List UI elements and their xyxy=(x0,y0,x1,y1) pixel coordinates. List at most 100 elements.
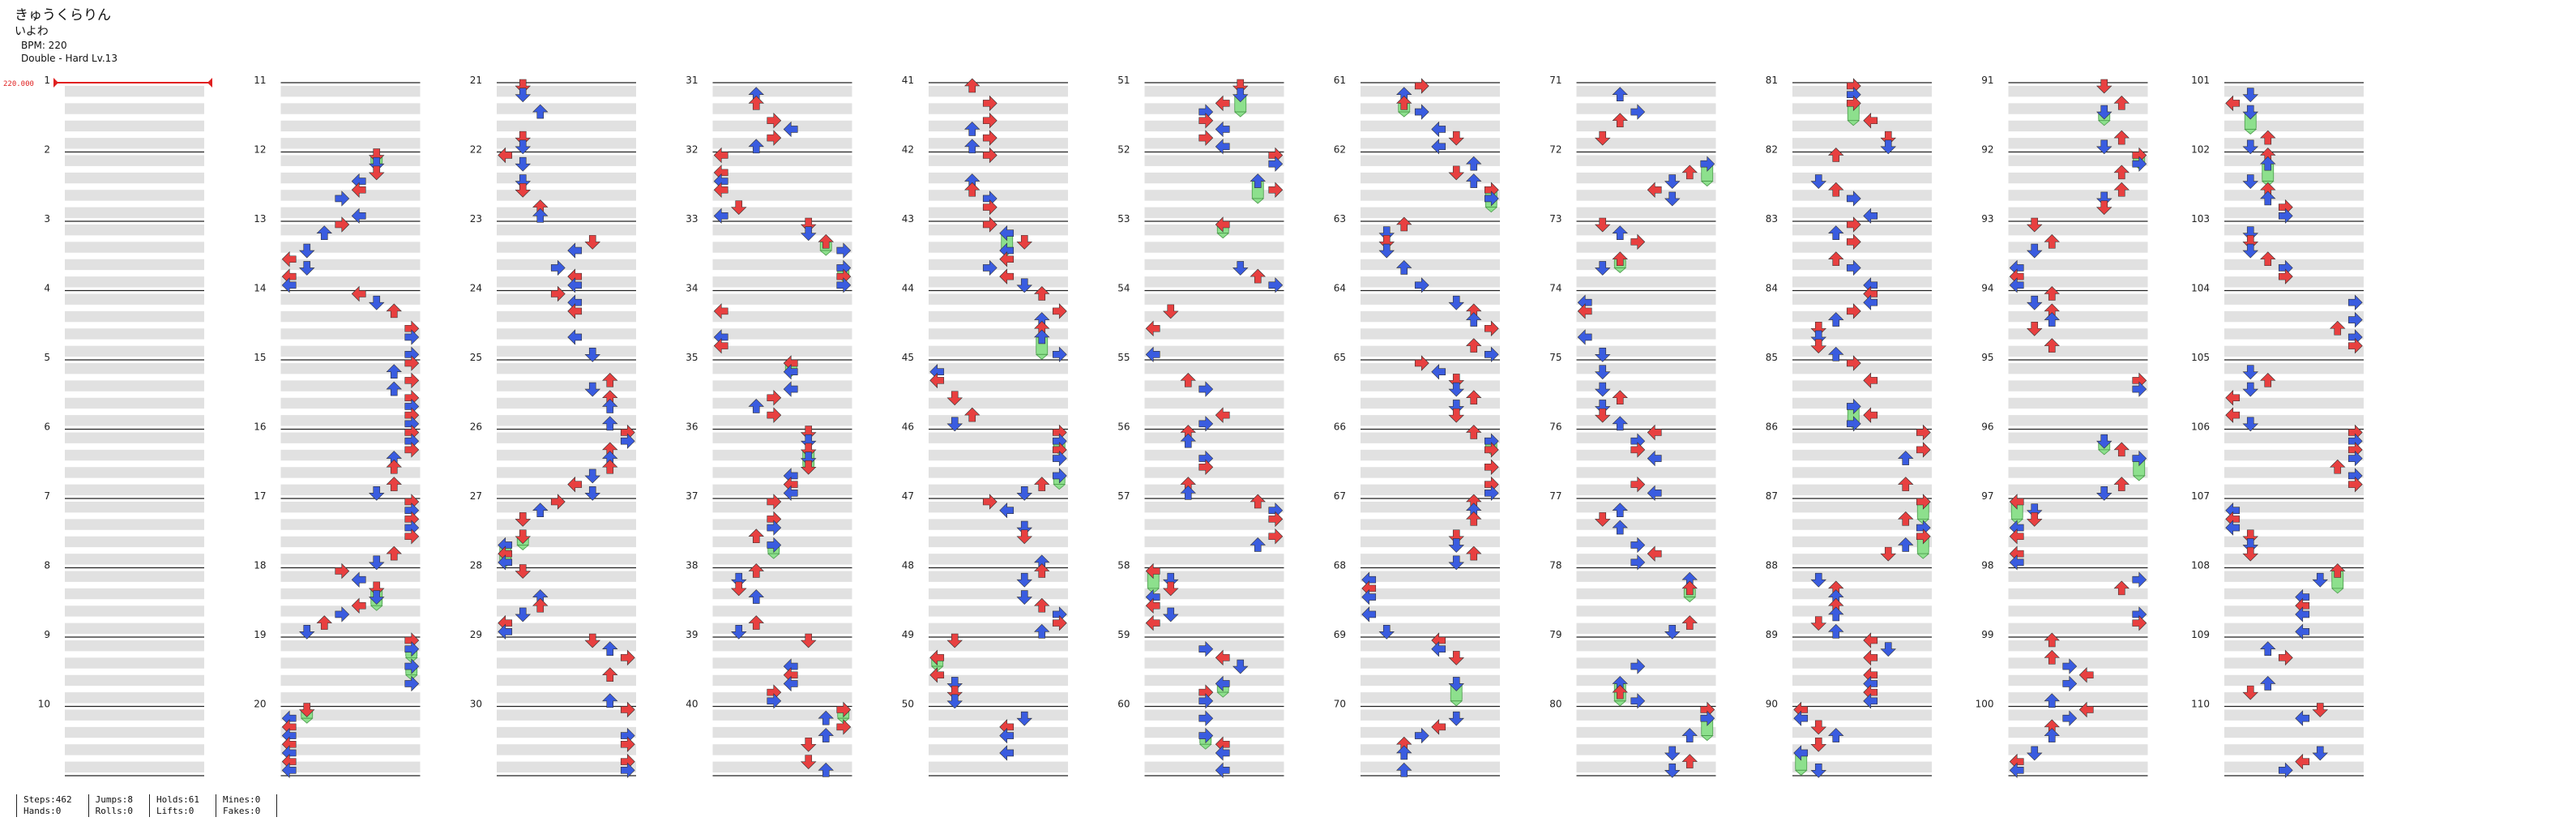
note-arrow xyxy=(2113,95,2130,110)
beat-band xyxy=(497,726,636,738)
note-arrow xyxy=(1016,572,1032,588)
beat-band xyxy=(65,536,204,548)
note-arrow xyxy=(1612,390,1628,405)
beat-band xyxy=(1792,103,1932,114)
beat-band xyxy=(1144,225,1284,236)
measure-block xyxy=(929,359,1068,426)
note-arrow xyxy=(1810,339,1826,354)
measure-block xyxy=(712,567,852,634)
beat-band xyxy=(1792,207,1932,218)
note-arrow xyxy=(1215,95,1230,112)
measure-block xyxy=(1792,289,1932,357)
note-arrow xyxy=(515,139,531,155)
note-arrow xyxy=(1448,677,1464,691)
beat-band xyxy=(2224,103,2364,114)
measure-label: 43 xyxy=(902,213,914,225)
measure-label: 57 xyxy=(1117,490,1130,502)
beat-band xyxy=(1144,86,1284,97)
beat-band xyxy=(65,276,204,288)
note-arrow xyxy=(2044,338,2060,353)
note-arrow xyxy=(1034,286,1050,301)
note-arrow xyxy=(2096,191,2112,207)
beat-band xyxy=(2224,726,2364,738)
note-arrow xyxy=(1215,745,1230,761)
beat-band xyxy=(712,502,852,513)
note-arrow xyxy=(801,217,817,233)
beat-band xyxy=(712,328,852,340)
note-arrow xyxy=(2113,130,2130,145)
note-arrow xyxy=(2062,658,2078,674)
beat-band xyxy=(1576,120,1716,132)
note-arrow xyxy=(620,762,635,779)
note-arrow xyxy=(767,113,782,129)
beat-band xyxy=(1576,172,1716,184)
note-arrow xyxy=(1630,658,1646,674)
note-arrow xyxy=(1232,659,1249,674)
measure-block xyxy=(1144,498,1284,565)
beat-band xyxy=(929,345,1068,357)
beat-band xyxy=(2224,86,2364,97)
song-title: きゅうくらりん xyxy=(15,7,111,24)
measure-block xyxy=(1576,151,1716,218)
note-arrow xyxy=(2062,710,2078,726)
beat-band xyxy=(712,588,852,600)
beat-band xyxy=(1361,571,1500,582)
note-arrow xyxy=(1466,173,1482,188)
measure-label: 1 xyxy=(44,75,50,86)
note-arrow xyxy=(2312,746,2328,761)
stat-rolls: Rolls:0 xyxy=(95,806,133,816)
note-arrow xyxy=(731,572,747,588)
beat-band xyxy=(712,86,852,97)
beat-band xyxy=(497,242,636,253)
note-arrow xyxy=(2009,277,2024,293)
measure-label: 99 xyxy=(1981,629,1993,640)
note-arrow xyxy=(2330,320,2346,336)
note-arrow xyxy=(2062,675,2078,692)
stat-holds: Holds:61 xyxy=(156,794,199,805)
note-arrow xyxy=(1215,762,1230,779)
beat-band xyxy=(929,172,1068,184)
note-arrow xyxy=(713,337,728,354)
beat-band xyxy=(1144,310,1284,323)
beat-band xyxy=(1144,657,1284,669)
note-arrow xyxy=(1595,512,1611,527)
beat-band xyxy=(712,692,852,704)
note-arrow xyxy=(351,182,366,198)
note-arrow xyxy=(1448,408,1464,423)
note-arrow xyxy=(1052,468,1067,484)
note-arrow xyxy=(602,372,618,387)
note-arrow xyxy=(1681,165,1698,180)
measure-label: 52 xyxy=(1117,144,1130,156)
note-arrow xyxy=(1250,494,1266,509)
beat-band xyxy=(2008,293,2148,305)
beat-band xyxy=(1792,519,1932,530)
measure-block xyxy=(1361,151,1500,218)
note-arrow xyxy=(567,329,583,345)
note-arrow xyxy=(1828,606,1844,622)
note-arrow xyxy=(567,476,583,493)
note-arrow xyxy=(1664,746,1681,761)
beat-band xyxy=(1792,310,1932,323)
note-arrow xyxy=(731,581,747,597)
note-arrow xyxy=(1828,182,1844,197)
beat-band xyxy=(280,138,421,149)
note-arrow xyxy=(1198,710,1214,726)
beat-band xyxy=(65,588,204,600)
beat-band xyxy=(1361,207,1500,218)
beat-band xyxy=(497,293,636,305)
beat-band xyxy=(497,380,636,391)
beat-band xyxy=(280,225,421,236)
beat-band xyxy=(929,380,1068,391)
beat-band xyxy=(65,120,204,132)
hold-tail xyxy=(1251,198,1265,204)
note-arrow xyxy=(2009,528,2024,545)
beat-band xyxy=(1144,761,1284,772)
note-layer xyxy=(281,78,2363,779)
note-arrow xyxy=(1145,597,1160,614)
beat-band xyxy=(497,502,636,513)
note-arrow xyxy=(335,190,350,207)
note-arrow xyxy=(515,182,531,198)
beat-band xyxy=(2008,345,2148,357)
note-arrow xyxy=(1145,563,1160,580)
